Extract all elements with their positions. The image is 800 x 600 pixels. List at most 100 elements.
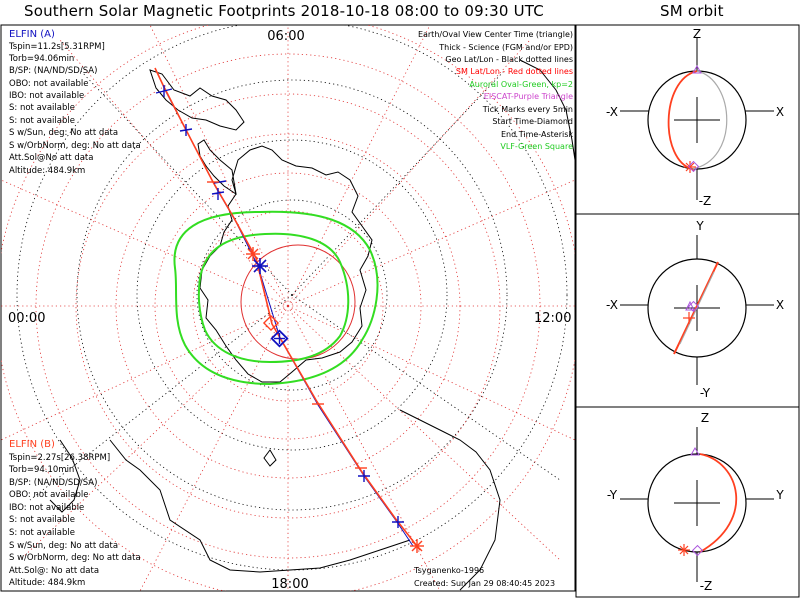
orbit-panel-title: SM orbit [660,2,724,20]
model-label: Tsyganenko-1996 [413,566,484,575]
legend-item: SM Lat/Lon - Red dotted lines [456,67,573,76]
elfin-b-start-diamond [262,314,280,332]
elfin-b-line: S w/OrbNorm, deg: No att data [9,553,141,563]
legend-item: Geo Lat/Lon - Black dotted lines [445,55,573,64]
axis-label-right: X [776,298,784,312]
sm-lat-circle [75,93,501,519]
sm-lat-circle [192,210,384,402]
orbit-b-hidden [691,70,728,170]
elfin-a-ticks [155,85,404,528]
elfin-a-line: IBO: not available [9,91,84,101]
new-zealand-coast [49,439,81,513]
sm-lat-circle [115,133,461,479]
legend-item: VLF-Green Square [500,142,573,151]
elfin-a-line: Tspin=11.2s[5.31RPM] [8,42,105,52]
elfin-a-start-diamond [270,329,289,348]
orbit-plot-xz: Z -Z -X X [606,27,784,208]
axis-label-top: Z [693,27,701,41]
elfin-b-line: S: not available [9,528,75,538]
elfin-a-line: OBO: not available [9,79,88,89]
axis-label-bottom: -Z [699,194,712,208]
polar-map: 06:00 00:00 12:00 18:00 ELFIN (A) Tspin=… [1,25,575,592]
eiscat-triangle [692,64,702,74]
auroral-oval-outer [173,210,379,386]
elfin-a-line: Att.Sol@No att data [9,153,93,163]
legend: Earth/Oval View Center Time (triangle) T… [418,30,573,151]
elfin-b-track [154,67,421,551]
axis-label-bottom: -Y [700,386,711,400]
elfin-a-line: S: not available [9,103,75,113]
axis-label-left: -X [606,298,618,312]
elfin-b-line: S w/Sun, deg: No att data [9,541,118,551]
orbit-panels: Z -Z -X X Y -Y -X X [575,24,800,598]
antarctic-peninsula [197,139,237,196]
elfin-a-line: S w/OrbNorm, deg: No att data [9,141,141,151]
elfin-b-ticks [207,181,367,469]
geo-lon-line [291,294,561,481]
legend-item: Earth/Oval View Center Time (triangle) [418,30,573,39]
axis-label-left: -X [606,105,618,119]
geo-lat-circle [136,139,448,451]
elfin-a-line: S: not available [9,116,75,126]
elfin-a-name: ELFIN (A) [9,29,55,40]
coastlines [49,59,575,591]
orbit-b-path [699,453,738,553]
elfin-b-line: Torb=94.10min [8,465,74,475]
elfin-a-line: Altitude: 484.9km [9,166,85,176]
elfin-b-line: Tspin=2.27s[26.38RPM] [8,453,110,463]
axis-label-right: X [776,105,784,119]
elfin-a-info: ELFIN (A) Tspin=11.2s[5.31RPM] Torb=94.0… [8,29,141,176]
orbit-plot-yz: Z -Z -Y Y [607,411,784,593]
eiscat-triangle [685,300,695,311]
elfin-b-final-marker [410,539,424,553]
orbit-plot-xy: Y -Y -X X [606,219,784,400]
elfin-b-line: OBO: not available [9,490,88,500]
legend-item: EISCAT-Purple Triangle [484,92,573,101]
geo-lon-line [29,294,293,501]
elfin-b-line: IBO: not available [9,503,84,513]
axis-label-top: Y [695,219,704,233]
sm-lat-circle [1,25,575,591]
clock-label-bottom: 18:00 [271,577,308,592]
elfin-b-line: Att.Sol@: No att data [9,566,99,576]
clock-label-right: 12:00 [534,311,571,326]
elfin-b-line: Altitude: 484.9km [9,578,85,588]
elfin-a-end-asterisk [252,258,268,274]
eiscat-triangle [690,446,700,456]
elfin-b-end-asterisk [246,247,260,261]
auroral-ovals [173,210,379,386]
elfin-b-name: ELFIN (B) [9,439,55,450]
geo-lat-circle [196,199,388,391]
map-frame [0,24,576,592]
elfin-a-line: B/SP: (NA/ND/SD/SA) [9,66,97,76]
orbit-panel-yz [575,406,800,598]
legend-item: Start Time-Diamond [492,117,573,126]
plot-title: Southern Solar Magnetic Footprints 2018-… [24,2,544,20]
clock-label-left: 00:00 [8,311,45,326]
axis-label-left: -Y [607,488,618,502]
auroral-oval-inner [197,232,350,364]
orbit-b-path [673,261,719,355]
legend-item: Tick Marks every 5min [482,105,573,114]
axis-label-bottom: -Z [700,579,713,593]
australia-south-coast [109,439,411,573]
sm-pole-circle [240,244,356,360]
elfin-a-start-cross [274,333,285,344]
sm-lat-circle [154,172,422,440]
elfin-a-line: Torb=94.06min [8,54,74,64]
australia-coast [519,59,575,161]
island-coast [263,449,277,467]
geo-lat-circle [16,25,568,571]
legend-item: Auroral Oval-Green, kp=2 [469,80,573,89]
africa-coast [399,409,501,591]
legend-item: Thick - Science (FGM and/or EPD) [438,43,573,52]
elfin-a-line: S w/Sun, deg: No att data [9,128,118,138]
axis-label-right: Y [775,488,784,502]
geo-lat-circle [76,79,508,511]
legend-item: End Time-Asterisk [501,130,573,139]
axis-label-top: Z [701,411,709,425]
created-label: Created: Sun Jan 29 08:40:45 2023 [414,579,555,588]
clock-label-top: 06:00 [267,29,304,44]
elfin-b-line: S: not available [9,515,75,525]
